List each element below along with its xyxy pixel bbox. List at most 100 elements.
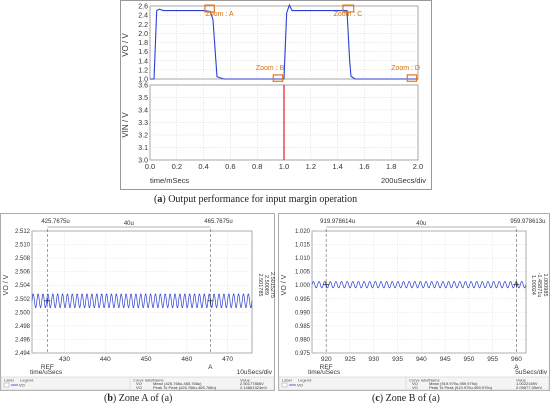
c-x-tick-label: 920 — [321, 356, 332, 363]
panel-c-chart: 1.020 1.015 1.010 1.005 1.000 0.995 0.990 0.985… — [278, 213, 550, 391]
b-cursor-delta: 40u — [124, 221, 134, 227]
c-x-tick-label: 930 — [368, 356, 379, 363]
a-x-tick-label: 1.6 — [359, 162, 369, 171]
b-legend-name-header: Name — [153, 378, 164, 383]
a-bot-y-tick-labels: 3.6 3.5 3.4 3.3 3.2 3.1 3.0 — [138, 83, 148, 165]
caption-c: (c) Zone B of (a) — [372, 393, 440, 404]
a-top-y-tick-label: 2.6 — [138, 4, 148, 11]
a-top-y-tick-label: 1.2 — [138, 67, 148, 74]
b-legend-checkbox[interactable] — [3, 382, 10, 388]
c-legend-legend-header: Legend — [298, 378, 311, 383]
c-legend-checkbox[interactable] — [281, 382, 288, 388]
c-y-tick-label: 1.000 — [295, 283, 311, 289]
b-plot-area — [31, 230, 253, 354]
c-a-label: A — [514, 364, 519, 371]
c-y-tick-label: 0.990 — [295, 310, 311, 316]
a-zoom-label: Zoom : C — [334, 11, 363, 18]
a-top-y-tick-labels: 2.6 2.4 2.2 2.0 1.8 1.6 1.4 1.2 1.0 — [138, 4, 148, 84]
b-x-tick-label: 450 — [141, 356, 152, 363]
c-legend-row-value: 1.0022169V — [516, 381, 538, 386]
c-x-tick-label: 925 — [345, 356, 356, 363]
a-x-tick-label: 1.8 — [386, 162, 396, 171]
b-x-tick-label: 470 — [222, 356, 233, 363]
a-x-tick-label: 1.0 — [279, 162, 289, 171]
b-ref-label: REF — [41, 364, 54, 371]
b-xlabel: time/uSecs — [30, 369, 63, 376]
b-y-tick-label: 2.502 — [15, 297, 31, 303]
a-x-tick-label: 1.2 — [306, 162, 316, 171]
a-top-y-tick-label: 1.0 — [138, 77, 148, 84]
b-y-tick-label: 2.510 — [15, 243, 31, 249]
caption-c-letter: c — [375, 393, 380, 404]
a-zoom-box[interactable] — [272, 74, 284, 82]
c-y-tick-label: 0.975 — [295, 351, 311, 357]
a-top-y-tick-label: 1.6 — [138, 49, 148, 56]
b-legend-row-curve: VO — [136, 385, 142, 390]
caption-b-letter: b — [107, 393, 113, 404]
c-ref-label: REF — [320, 364, 333, 371]
a-bot-y-tick-label: 3.5 — [138, 95, 148, 102]
a-bot-y-tick-label: 3.3 — [138, 120, 148, 127]
c-grid — [311, 230, 527, 354]
a-bot-ylabel: VIN / V — [121, 112, 130, 138]
a-zoom-box[interactable] — [406, 74, 418, 82]
b-legend-table: Label Legend VO Curve label Name Value V… — [0, 376, 275, 391]
c-legend-value-header: Value — [516, 378, 527, 383]
c-scale-note: 5uSecs/div — [515, 369, 548, 376]
b-vo-ripple-trace — [31, 293, 253, 308]
b-legend-series: VO — [19, 383, 25, 388]
a-x-tick-label: 1.4 — [332, 162, 342, 171]
c-legend-name-header: Name — [429, 378, 440, 383]
c-x-tick-label: 955 — [487, 356, 498, 363]
a-bot-y-tick-label: 3.6 — [138, 83, 148, 90]
b-x-tick-labels: 430 440 450 460 470 — [59, 356, 233, 363]
c-legend-row-name: Mean (919.979u-959.979u) — [429, 381, 478, 386]
a-zoom-annotations: Zoom : A Zoom : B Zoom : C Zoom : D — [204, 4, 420, 82]
b-y-tick-label: 2.506 — [15, 270, 31, 276]
b-y-tick-label: 2.496 — [15, 337, 31, 343]
b-legend-row-value: 2.50177856V — [240, 381, 264, 386]
a-bot-y-tick-label: 3.0 — [138, 158, 148, 165]
a-top-y-tick-label: 1.4 — [138, 58, 148, 65]
b-y-tick-labels: 2.512 2.510 2.508 2.506 2.504 2.502 2.500 2.498… — [15, 229, 31, 357]
b-a-label: A — [208, 364, 213, 371]
b-y-tick-label: 2.504 — [15, 283, 31, 289]
a-x-tick-labels: 0.0 0.2 0.4 0.6 0.8 1.0 1.2 1.4 1.6 1.8 2.0 — [145, 162, 423, 171]
b-x-tick-label: 430 — [59, 356, 70, 363]
c-xlabel: time/uSecs — [308, 369, 341, 376]
b-a-cursor-value: 465.7675u — [204, 219, 232, 225]
b-ref-cursor-value: 425.7675u — [41, 219, 69, 225]
c-legend-row-curve: VO — [412, 385, 418, 390]
b-legend-value-header: Value — [240, 378, 251, 383]
b-readout-1: 2.501785 — [257, 274, 263, 297]
a-bot-y-tick-label: 3.1 — [138, 145, 148, 152]
a-zoom-box[interactable] — [342, 4, 355, 13]
b-y-tick-label: 2.500 — [15, 310, 31, 316]
caption-a-text: Output performance for input margin oper… — [168, 194, 358, 205]
a-x-tick-label: 0.6 — [225, 162, 235, 171]
b-cursors[interactable] — [44, 226, 214, 353]
a-top-y-tick-label: 2.0 — [138, 31, 148, 38]
c-vo-ripple-trace — [311, 281, 527, 289]
a-top-y-tick-label: 2.2 — [138, 22, 148, 29]
c-ref-cursor-value: 919.978614u — [320, 219, 355, 225]
caption-b: (b) Zone A of (a) — [104, 393, 173, 404]
b-legend-legend-header: Legend — [20, 378, 33, 383]
b-y-tick-label: 2.512 — [15, 229, 31, 235]
c-legend-label-header: Label — [282, 378, 292, 383]
c-a-cursor-value: 959.978613u — [510, 219, 545, 225]
c-cursor-delta: 40u — [416, 221, 426, 227]
c-cursors[interactable] — [323, 226, 520, 353]
b-y-tick-label: 2.498 — [15, 324, 31, 330]
caption-b-text: Zone A of (a) — [118, 393, 173, 404]
b-ylabel: VO / V — [3, 274, 10, 295]
c-legend-row-value: 2.09877.09mV — [516, 385, 542, 390]
c-x-tick-labels: 920 925 930 935 940 945 950 955 960 — [321, 356, 522, 363]
b-legend-row-name: Mean (425.768u-465.768u) — [153, 381, 202, 386]
a-bot-y-tick-label: 3.2 — [138, 133, 148, 140]
c-plot-area — [311, 230, 527, 354]
a-zoom-box[interactable] — [204, 4, 215, 13]
c-ylabel: VO / V — [281, 274, 288, 295]
c-readout-1: 1.00024 — [530, 275, 536, 295]
b-legend-row-name: Peak To Peak (425.768u-465.768u) — [153, 385, 217, 390]
